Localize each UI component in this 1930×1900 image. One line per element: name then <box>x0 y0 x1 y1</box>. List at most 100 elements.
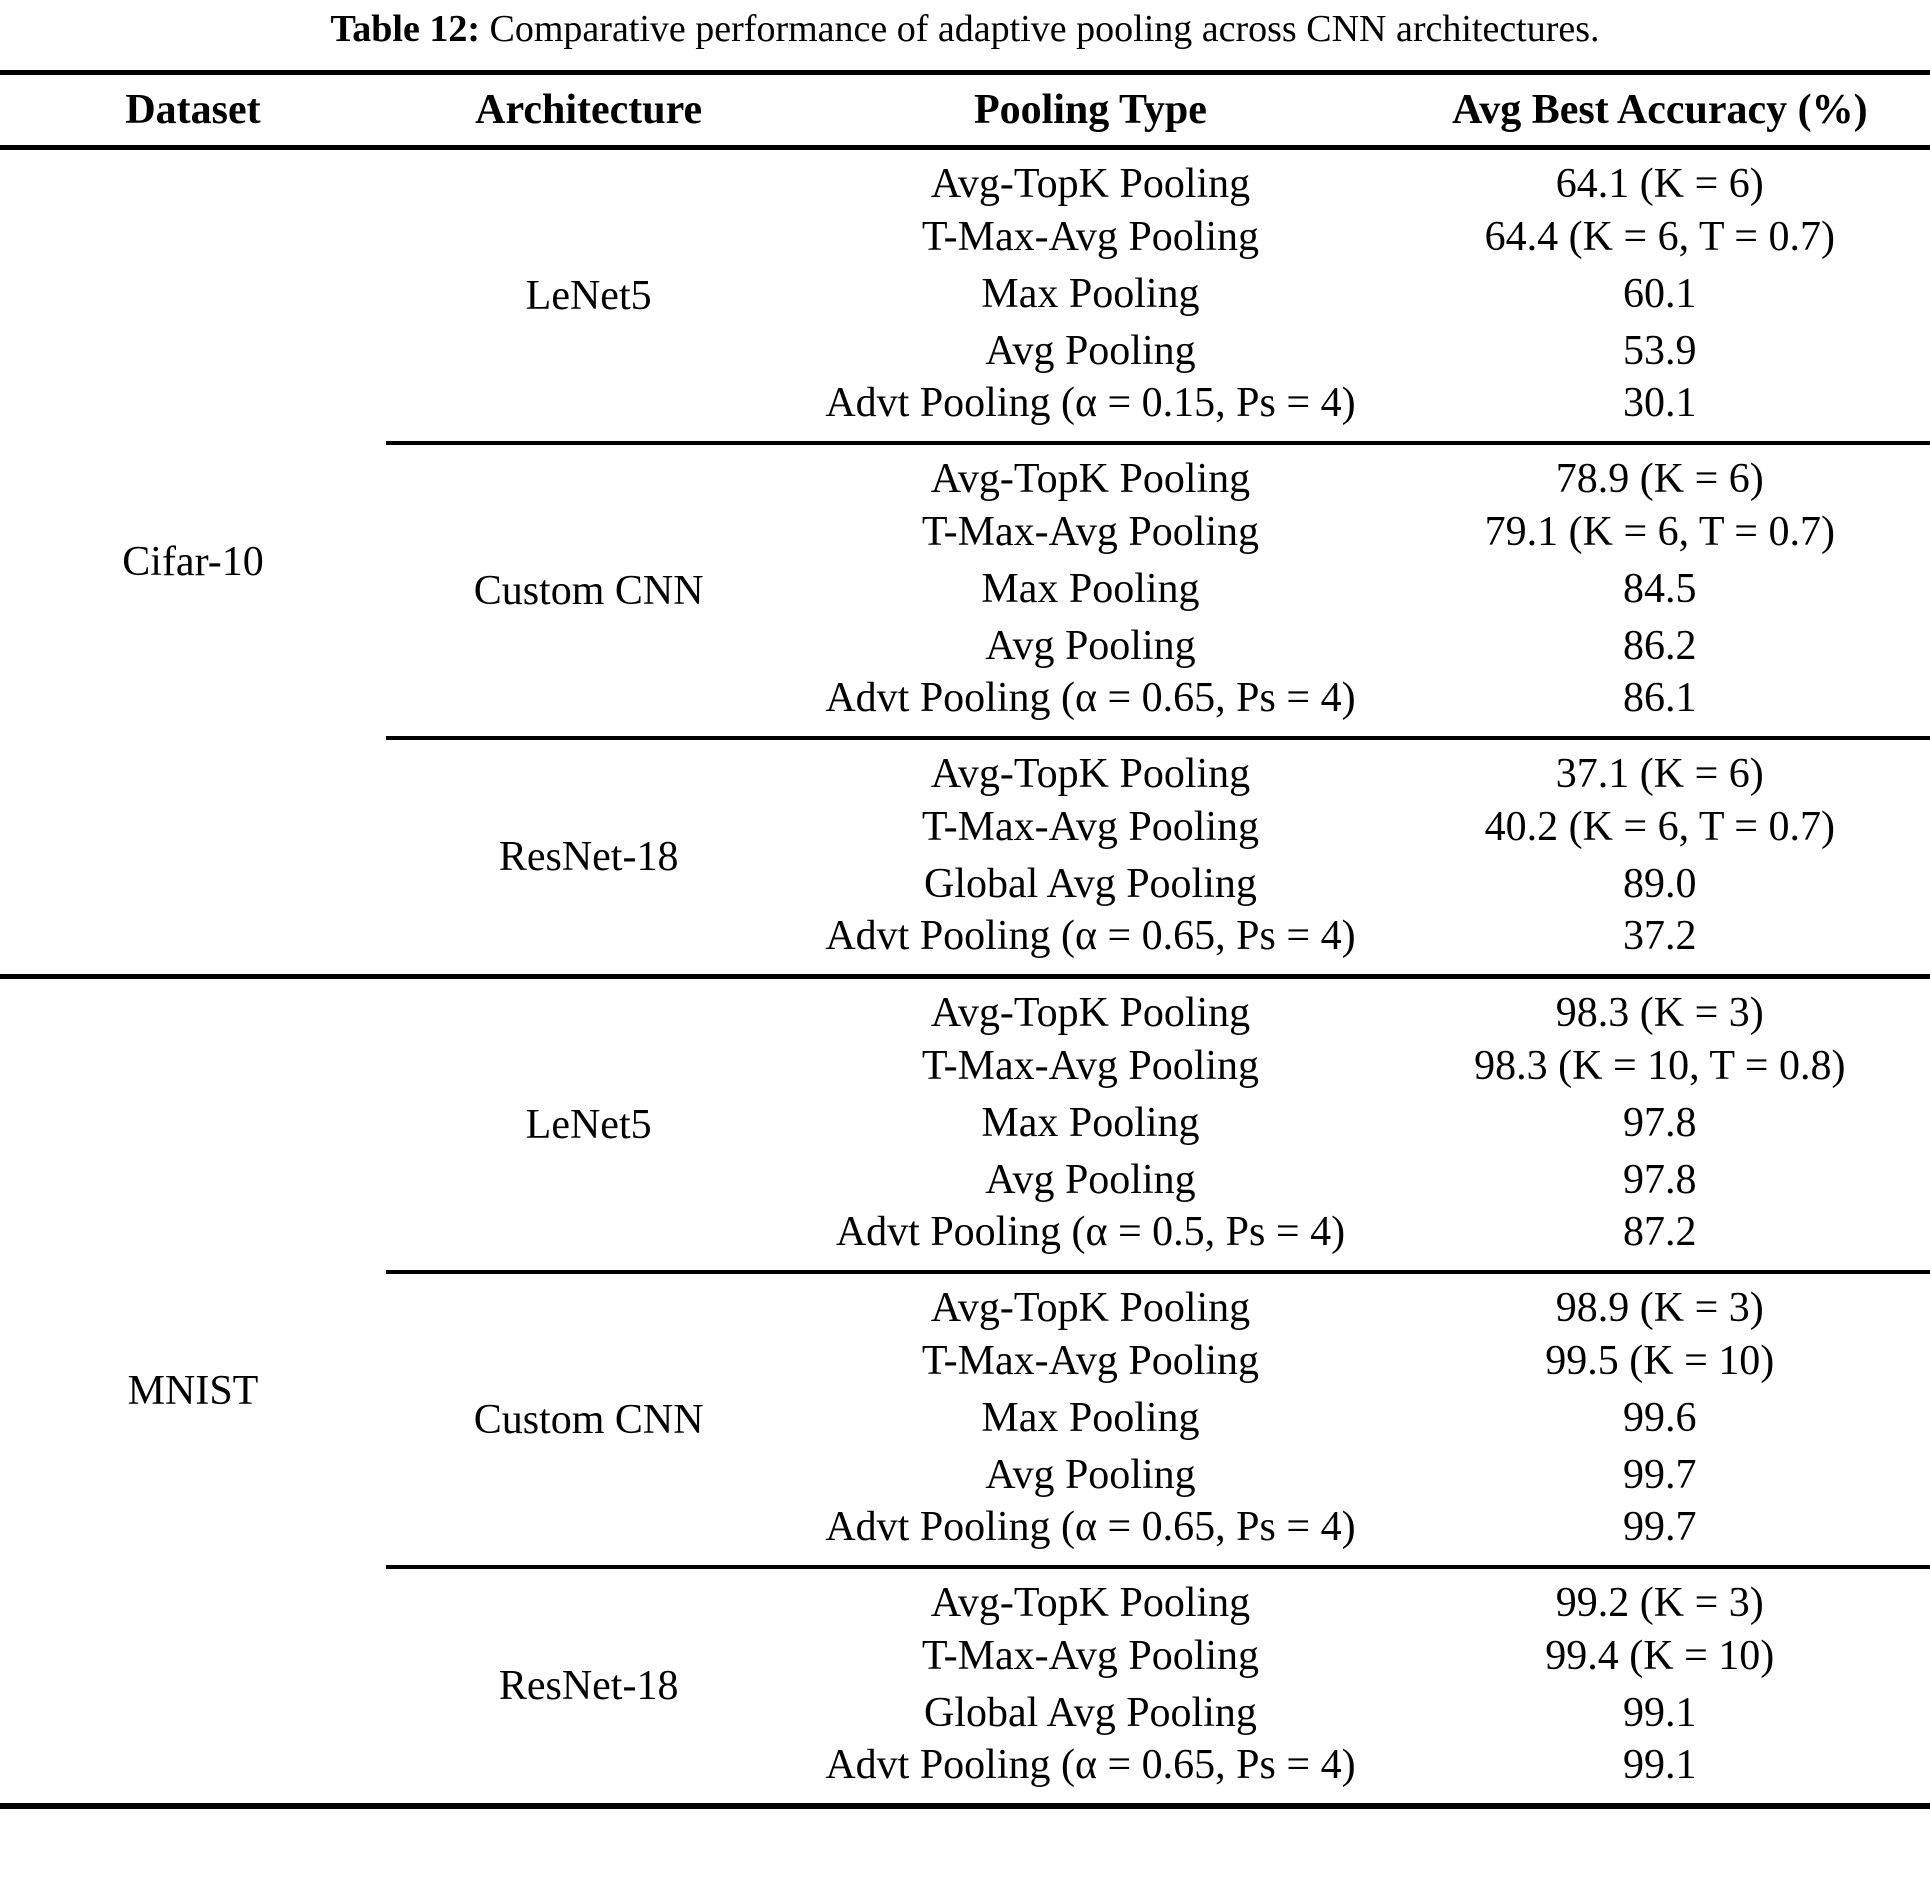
table-row: Advt Pooling (α = 0.65, Ps = 4) 37.2 <box>0 912 1930 979</box>
accuracy-cell: 99.6 <box>1623 1394 1697 1441</box>
results-table-body: Cifar-10 LeNet5 Avg-TopK Pooling 64.1 (K = … <box>0 147 1930 1809</box>
table-row: Avg Pooling 97.8 <box>0 1151 1930 1208</box>
accuracy-cell: 60.1 <box>1623 270 1697 317</box>
table-row: MNIST LeNet5 Avg-TopK Pooling 98.3 (K = 3) <box>0 976 1930 1809</box>
architecture-cell: Custom CNN <box>386 1272 792 1569</box>
pooling-type-cell: Global Avg Pooling <box>923 1689 1257 1736</box>
table-row: ResNet-18 Avg-TopK Pooling 99.2 (K = 3) <box>0 1567 1930 1809</box>
table-row: Max Pooling 84.5 <box>0 560 1930 617</box>
pooling-type-cell: Avg Pooling <box>985 622 1196 669</box>
table-row: T-Max-Avg Pooling 99.5 (K = 10) <box>0 1332 1930 1389</box>
dataset-cell: Cifar-10 <box>0 147 386 979</box>
table-row: Max Pooling 97.8 <box>0 1094 1930 1151</box>
accuracy-cell: 99.4 (K = 10) <box>1545 1632 1775 1679</box>
dataset-cell: MNIST <box>0 976 386 1809</box>
pooling-type-cell: Advt Pooling (α = 0.15, Ps = 4) <box>791 379 1390 445</box>
table-row: Cifar-10 LeNet5 Avg-TopK Pooling 64.1 (K = … <box>0 147 1930 979</box>
pooling-type-cell: T-Max-Avg Pooling <box>921 213 1260 260</box>
table-caption-label: Table 12: <box>330 8 481 50</box>
accuracy-cell: 84.5 <box>1623 565 1697 612</box>
column-header-pooling-type: Pooling Type <box>791 70 1390 150</box>
table-caption: Table 12: Comparative performance of ada… <box>0 6 1930 52</box>
table-row: Custom CNN Avg-TopK Pooling 78.9 (K = 6) <box>0 443 1930 740</box>
pooling-type-cell: Avg-TopK Pooling <box>930 990 1251 1036</box>
table-row: Avg Pooling 53.9 <box>0 322 1930 379</box>
table-row: T-Max-Avg Pooling 79.1 (K = 6, T = 0.7) <box>0 503 1930 560</box>
accuracy-cell: 86.2 <box>1623 622 1697 669</box>
accuracy-cell: 79.1 (K = 6, T = 0.7) <box>1484 508 1835 555</box>
accuracy-cell: 40.2 (K = 6, T = 0.7) <box>1484 803 1835 850</box>
pooling-type-cell: Avg Pooling <box>985 1156 1196 1203</box>
accuracy-cell: 99.2 (K = 3) <box>1555 1580 1764 1626</box>
accuracy-cell: 37.2 <box>1389 912 1930 979</box>
pooling-type-cell: Max Pooling <box>981 270 1200 317</box>
table-row: ResNet-18 Avg-TopK Pooling 37.1 (K = 6) <box>0 738 1930 979</box>
results-table: Dataset Architecture Pooling Type Avg Be… <box>0 70 1930 1809</box>
accuracy-cell: 99.7 <box>1623 1451 1697 1498</box>
accuracy-cell: 99.5 (K = 10) <box>1545 1337 1775 1384</box>
pooling-type-cell: Advt Pooling (α = 0.65, Ps = 4) <box>791 1503 1390 1569</box>
pooling-type-cell: Advt Pooling (α = 0.65, Ps = 4) <box>791 912 1390 979</box>
table-row: Custom CNN Avg-TopK Pooling 98.9 (K = 3) <box>0 1272 1930 1569</box>
accuracy-cell: 98.3 (K = 3) <box>1555 990 1764 1036</box>
table-row: Advt Pooling (α = 0.65, Ps = 4) 86.1 <box>0 674 1930 740</box>
table-row: Advt Pooling (α = 0.65, Ps = 4) 99.1 <box>0 1741 1930 1809</box>
accuracy-cell: 97.8 <box>1623 1099 1697 1146</box>
pooling-type-cell: Avg-TopK Pooling <box>930 1580 1251 1626</box>
table-header-row: Dataset Architecture Pooling Type Avg Be… <box>0 70 1930 150</box>
column-header-accuracy: Avg Best Accuracy (%) <box>1389 70 1930 150</box>
pooling-type-cell: Max Pooling <box>981 1394 1200 1441</box>
table-row: Advt Pooling (α = 0.65, Ps = 4) 99.7 <box>0 1503 1930 1569</box>
pooling-type-cell: Avg Pooling <box>985 1451 1196 1498</box>
pooling-type-cell: Advt Pooling (α = 0.5, Ps = 4) <box>791 1208 1390 1274</box>
pooling-type-cell: Avg-TopK Pooling <box>930 456 1251 502</box>
table-row: Advt Pooling (α = 0.5, Ps = 4) 87.2 <box>0 1208 1930 1274</box>
accuracy-cell: 99.1 <box>1389 1741 1930 1809</box>
accuracy-cell: 99.7 <box>1389 1503 1930 1569</box>
accuracy-cell: 64.1 (K = 6) <box>1555 161 1764 207</box>
table-row: Max Pooling 99.6 <box>0 1389 1930 1446</box>
pooling-type-cell: T-Max-Avg Pooling <box>921 1042 1260 1089</box>
paper-page: Table 12: Comparative performance of ada… <box>0 6 1930 1809</box>
table-row: Global Avg Pooling 99.1 <box>0 1684 1930 1741</box>
column-header-architecture: Architecture <box>386 70 792 150</box>
architecture-cell: Custom CNN <box>386 443 792 740</box>
pooling-type-cell: T-Max-Avg Pooling <box>921 508 1260 555</box>
pooling-type-cell: Max Pooling <box>981 565 1200 612</box>
pooling-type-cell: Advt Pooling (α = 0.65, Ps = 4) <box>791 1741 1390 1809</box>
table-row: Advt Pooling (α = 0.15, Ps = 4) 30.1 <box>0 379 1930 445</box>
accuracy-cell: 98.3 (K = 10, T = 0.8) <box>1474 1042 1846 1089</box>
accuracy-cell: 53.9 <box>1623 327 1697 374</box>
accuracy-cell: 99.1 <box>1623 1689 1697 1736</box>
accuracy-cell: 97.8 <box>1623 1156 1697 1203</box>
accuracy-cell: 78.9 (K = 6) <box>1555 456 1764 502</box>
architecture-cell: LeNet5 <box>386 147 792 445</box>
accuracy-cell: 30.1 <box>1389 379 1930 445</box>
accuracy-cell: 89.0 <box>1623 860 1697 907</box>
accuracy-cell: 87.2 <box>1389 1208 1930 1274</box>
architecture-cell: LeNet5 <box>386 976 792 1274</box>
pooling-type-cell: T-Max-Avg Pooling <box>921 1337 1260 1384</box>
table-caption-text: Comparative performance of adaptive pool… <box>480 8 1600 50</box>
pooling-type-cell: T-Max-Avg Pooling <box>921 803 1260 850</box>
architecture-cell: ResNet-18 <box>386 738 792 979</box>
table-row: T-Max-Avg Pooling 40.2 (K = 6, T = 0.7) <box>0 798 1930 855</box>
pooling-type-cell: Max Pooling <box>981 1099 1200 1146</box>
table-row: Global Avg Pooling 89.0 <box>0 855 1930 912</box>
pooling-type-cell: Avg-TopK Pooling <box>930 751 1251 797</box>
accuracy-cell: 98.9 (K = 3) <box>1555 1285 1764 1331</box>
table-row: Max Pooling 60.1 <box>0 265 1930 322</box>
table-row: T-Max-Avg Pooling 99.4 (K = 10) <box>0 1627 1930 1684</box>
pooling-type-cell: Avg-TopK Pooling <box>930 161 1251 207</box>
pooling-type-cell: Avg-TopK Pooling <box>930 1285 1251 1331</box>
table-row: T-Max-Avg Pooling 98.3 (K = 10, T = 0.8) <box>0 1037 1930 1094</box>
accuracy-cell: 64.4 (K = 6, T = 0.7) <box>1484 213 1835 260</box>
pooling-type-cell: Avg Pooling <box>985 327 1196 374</box>
table-row: T-Max-Avg Pooling 64.4 (K = 6, T = 0.7) <box>0 208 1930 265</box>
accuracy-cell: 37.1 (K = 6) <box>1555 751 1764 797</box>
table-row: Avg Pooling 86.2 <box>0 617 1930 674</box>
accuracy-cell: 86.1 <box>1389 674 1930 740</box>
pooling-type-cell: T-Max-Avg Pooling <box>921 1632 1260 1679</box>
pooling-type-cell: Global Avg Pooling <box>923 860 1257 907</box>
table-row: Avg Pooling 99.7 <box>0 1446 1930 1503</box>
